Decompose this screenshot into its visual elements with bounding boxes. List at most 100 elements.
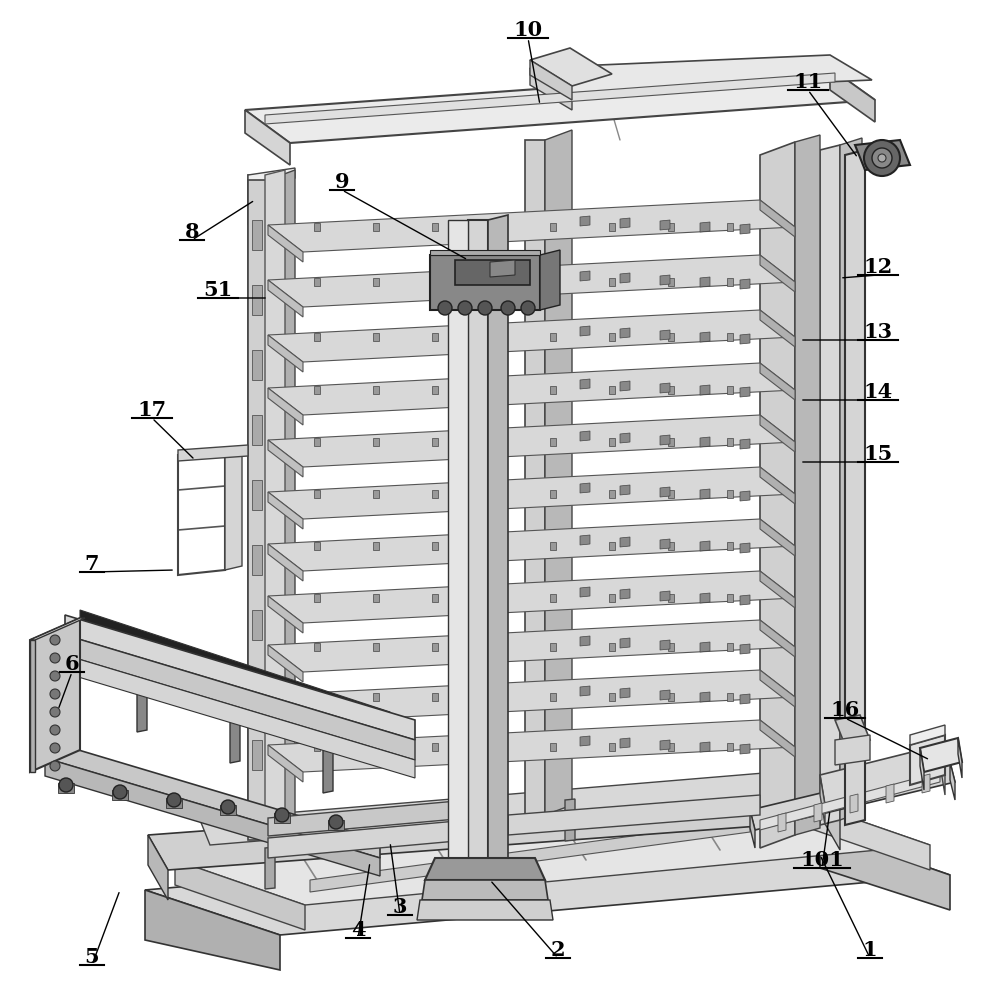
Polygon shape: [432, 542, 438, 550]
Polygon shape: [432, 693, 438, 701]
Polygon shape: [550, 438, 556, 446]
Circle shape: [438, 301, 452, 315]
Polygon shape: [45, 758, 380, 876]
Polygon shape: [700, 437, 710, 447]
Polygon shape: [137, 660, 147, 732]
Polygon shape: [760, 670, 795, 707]
Polygon shape: [268, 280, 303, 317]
Polygon shape: [268, 388, 303, 425]
Polygon shape: [148, 785, 840, 870]
Circle shape: [458, 301, 472, 315]
Text: 14: 14: [863, 382, 893, 402]
Polygon shape: [268, 225, 303, 262]
Polygon shape: [373, 490, 379, 498]
Polygon shape: [700, 332, 710, 342]
Polygon shape: [727, 693, 733, 701]
Polygon shape: [727, 490, 733, 498]
Polygon shape: [145, 890, 280, 970]
Polygon shape: [620, 638, 630, 648]
Polygon shape: [580, 636, 590, 646]
Polygon shape: [268, 440, 303, 477]
Polygon shape: [740, 279, 750, 289]
Polygon shape: [508, 795, 760, 835]
Polygon shape: [580, 483, 590, 493]
Polygon shape: [314, 278, 320, 286]
Circle shape: [59, 778, 73, 792]
Polygon shape: [252, 480, 262, 510]
Polygon shape: [252, 805, 262, 835]
Polygon shape: [740, 439, 750, 449]
Polygon shape: [491, 643, 497, 651]
Polygon shape: [886, 784, 894, 803]
Polygon shape: [660, 487, 670, 497]
Polygon shape: [550, 542, 556, 550]
Polygon shape: [778, 813, 786, 832]
Text: 1: 1: [863, 940, 877, 960]
Polygon shape: [432, 743, 438, 751]
Polygon shape: [220, 805, 236, 815]
Polygon shape: [65, 655, 415, 778]
Polygon shape: [268, 335, 303, 372]
Polygon shape: [373, 743, 379, 751]
Polygon shape: [491, 743, 497, 751]
Circle shape: [864, 140, 900, 176]
Polygon shape: [268, 745, 303, 782]
Polygon shape: [80, 610, 390, 732]
Polygon shape: [700, 277, 710, 287]
Polygon shape: [268, 310, 795, 362]
Polygon shape: [760, 142, 795, 848]
Polygon shape: [545, 130, 572, 815]
Polygon shape: [525, 140, 545, 815]
Text: 7: 7: [84, 554, 99, 574]
Polygon shape: [660, 383, 670, 393]
Polygon shape: [760, 415, 795, 452]
Polygon shape: [175, 860, 305, 930]
Polygon shape: [248, 180, 268, 840]
Circle shape: [50, 761, 60, 771]
Polygon shape: [835, 735, 870, 765]
Polygon shape: [660, 640, 670, 650]
Polygon shape: [432, 223, 438, 231]
Polygon shape: [727, 542, 733, 550]
Polygon shape: [314, 542, 320, 550]
Polygon shape: [432, 490, 438, 498]
Polygon shape: [620, 589, 630, 599]
Polygon shape: [230, 691, 240, 763]
Polygon shape: [268, 492, 303, 529]
Polygon shape: [740, 644, 750, 654]
Circle shape: [50, 653, 60, 663]
Polygon shape: [65, 635, 415, 760]
Polygon shape: [950, 762, 955, 800]
Polygon shape: [727, 386, 733, 394]
Polygon shape: [252, 545, 262, 575]
Polygon shape: [700, 489, 710, 499]
Polygon shape: [274, 813, 290, 823]
Polygon shape: [740, 387, 750, 397]
Text: 101: 101: [801, 850, 844, 870]
Polygon shape: [314, 693, 320, 701]
Text: 17: 17: [138, 400, 167, 420]
Text: 8: 8: [185, 222, 199, 242]
Polygon shape: [660, 275, 670, 285]
Polygon shape: [660, 330, 670, 340]
Polygon shape: [700, 593, 710, 603]
Polygon shape: [268, 620, 795, 672]
Polygon shape: [550, 693, 556, 701]
Polygon shape: [760, 200, 795, 237]
Text: 4: 4: [351, 920, 365, 940]
Polygon shape: [565, 799, 575, 841]
Polygon shape: [620, 537, 630, 547]
Polygon shape: [910, 735, 945, 785]
Polygon shape: [550, 594, 556, 602]
Polygon shape: [580, 587, 590, 597]
Polygon shape: [660, 435, 670, 445]
Polygon shape: [252, 285, 262, 315]
Polygon shape: [268, 200, 795, 252]
Polygon shape: [265, 170, 285, 835]
Polygon shape: [620, 485, 630, 495]
Polygon shape: [580, 271, 590, 281]
Polygon shape: [268, 695, 303, 732]
Polygon shape: [760, 720, 795, 757]
Polygon shape: [760, 620, 795, 657]
Polygon shape: [820, 145, 840, 825]
